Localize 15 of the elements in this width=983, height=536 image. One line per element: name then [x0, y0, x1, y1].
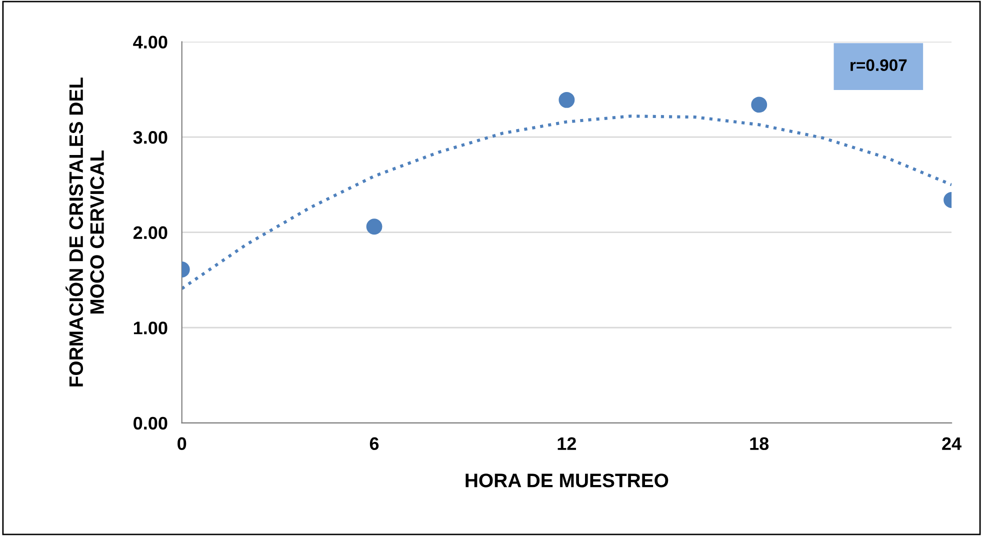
y-tick-label: 4.00	[133, 36, 168, 49]
y-tick-label: 2.00	[133, 226, 168, 240]
x-tick-label: 6	[370, 437, 379, 450]
y-tick-label: 3.00	[133, 131, 168, 144]
x-tick-label: 0	[178, 437, 186, 450]
x-axis-title: HORA DE MUESTREO	[466, 474, 668, 488]
line-series	[182, 114, 952, 290]
x-tick-label: 12	[558, 437, 576, 450]
x-tick-label: 24	[942, 437, 962, 450]
y-tick-label: 1.00	[134, 322, 168, 334]
x-tick-label: 18	[750, 437, 769, 450]
point	[558, 92, 575, 108]
annotation: r=0.907	[850, 59, 907, 72]
y-axis-title: FORMACIÓN DE CRISTALES DEL MOCO CERVICAL	[66, 78, 104, 386]
y-tick-label: 0.00	[134, 416, 168, 430]
